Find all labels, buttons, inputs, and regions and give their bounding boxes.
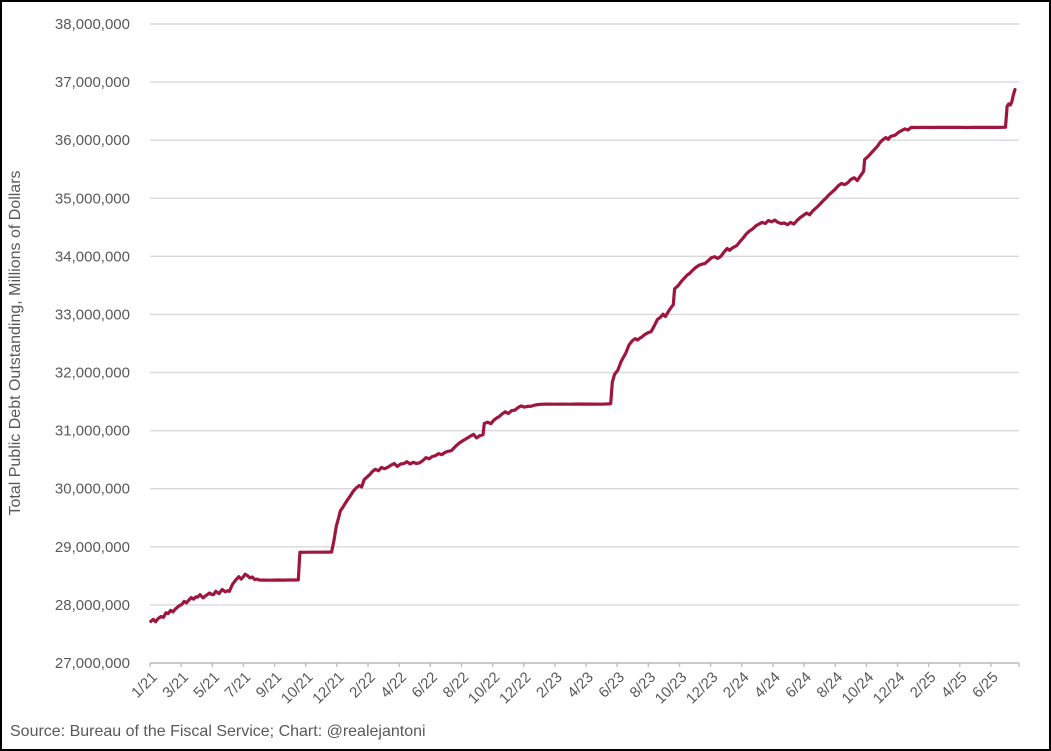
x-tick-label: 6/23 xyxy=(595,669,628,702)
x-tick-label: 12/22 xyxy=(496,669,535,708)
y-axis-title: Total Public Debt Outstanding, Millions … xyxy=(7,170,24,515)
y-tick-label: 30,000,000 xyxy=(55,481,130,498)
y-tick-label: 28,000,000 xyxy=(55,597,130,614)
y-tick-label: 31,000,000 xyxy=(55,423,130,440)
x-tick-label: 7/21 xyxy=(222,669,255,702)
x-tick-label: 4/25 xyxy=(938,669,971,702)
y-tick-label: 27,000,000 xyxy=(55,655,130,672)
y-tick-label: 34,000,000 xyxy=(55,248,130,265)
x-tick-label: 12/21 xyxy=(309,669,348,708)
x-tick-label: 12/24 xyxy=(870,669,909,708)
axes-group xyxy=(149,662,1020,667)
x-tick-label: 2/24 xyxy=(720,669,753,702)
x-tick-label: 10/23 xyxy=(652,669,691,708)
x-tick-label: 12/23 xyxy=(683,669,722,708)
y-tick-label: 36,000,000 xyxy=(55,132,130,149)
y-tick-label: 29,000,000 xyxy=(55,539,130,556)
y-tick-label: 37,000,000 xyxy=(55,74,130,91)
x-tick-label: 4/24 xyxy=(751,669,784,702)
x-tick-label: 1/21 xyxy=(128,669,161,702)
x-tick-label: 5/21 xyxy=(190,669,223,702)
x-tick-label: 2/25 xyxy=(907,669,940,702)
y-tick-label: 38,000,000 xyxy=(55,16,130,33)
x-tick-label: 2/22 xyxy=(346,669,379,702)
axis-labels-group: 27,000,000 28,000,000 29,000,000 30,000,000… xyxy=(55,16,1002,707)
y-tick-label: 33,000,000 xyxy=(55,306,130,323)
gridlines-group xyxy=(150,23,1019,664)
y-tick-label: 32,000,000 xyxy=(55,365,130,382)
x-tick-label: 10/22 xyxy=(465,669,504,708)
x-tick-label: 4/23 xyxy=(564,669,597,702)
x-tick-label: 4/22 xyxy=(377,669,410,702)
x-tick-label: 6/22 xyxy=(408,669,441,702)
series-group xyxy=(149,87,1017,624)
x-tick-label: 2/23 xyxy=(533,669,566,702)
x-tick-label: 6/25 xyxy=(969,669,1002,702)
debt-line-series xyxy=(149,87,1017,624)
source-note: Source: Bureau of the Fiscal Service; Ch… xyxy=(10,723,426,740)
x-tick-label: 6/24 xyxy=(782,669,815,702)
x-tick-label: 10/21 xyxy=(278,669,317,708)
y-tick-label: 35,000,000 xyxy=(55,190,130,207)
x-tick-label: 10/24 xyxy=(839,669,878,708)
x-tick-label: 3/21 xyxy=(159,669,192,702)
